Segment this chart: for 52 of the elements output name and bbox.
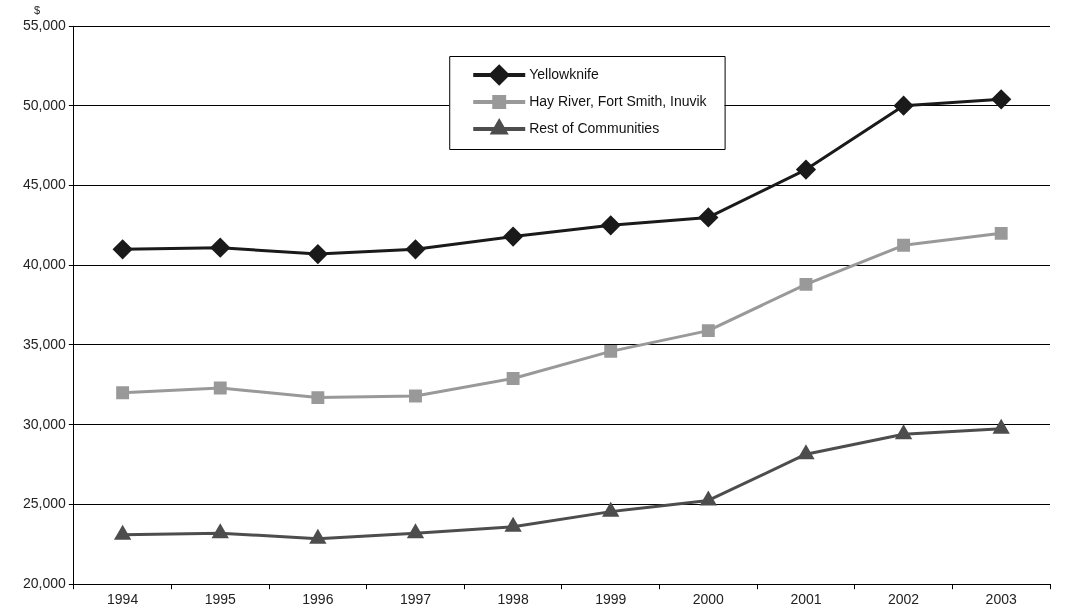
point	[994, 226, 1008, 240]
y-axis-title: $	[34, 3, 41, 16]
y-tick-label: 55,000	[22, 16, 67, 33]
point	[897, 238, 911, 252]
point	[506, 372, 520, 385]
point	[505, 518, 521, 532]
x-tick-label: 2000	[692, 591, 725, 608]
point	[701, 324, 715, 338]
x-tick-label: 1998	[497, 591, 529, 608]
y-tick-label: 45,000	[22, 176, 67, 193]
point	[601, 215, 621, 235]
point	[115, 526, 131, 540]
x-tick-label: 1997	[399, 591, 432, 608]
y-tick-label: 50,000	[22, 96, 67, 113]
point	[212, 524, 228, 539]
legend-label: Rest of Communities	[529, 119, 660, 136]
point	[210, 238, 230, 258]
legend-label: Yellowknife	[529, 65, 599, 82]
point	[993, 420, 1009, 434]
x-tick-label: 1999	[595, 591, 627, 608]
point	[799, 277, 813, 291]
point	[698, 207, 718, 227]
point	[405, 239, 425, 259]
point	[700, 491, 716, 506]
point	[798, 445, 814, 460]
x-tick-label: 1994	[107, 591, 139, 608]
y-tick-label: 25,000	[22, 495, 67, 512]
point	[113, 239, 133, 259]
y-tick-label: 30,000	[22, 415, 67, 432]
point	[116, 386, 130, 400]
point	[407, 524, 424, 539]
point	[503, 227, 523, 247]
point	[894, 96, 914, 116]
x-tick-label: 2002	[887, 591, 920, 608]
point	[796, 160, 816, 180]
y-tick-label: 20,000	[22, 575, 67, 592]
point	[310, 530, 326, 544]
point	[604, 344, 618, 358]
y-tick-label: 35,000	[22, 335, 67, 352]
point	[603, 503, 619, 517]
point	[991, 89, 1011, 109]
point	[896, 425, 912, 440]
x-tick-label: 1995	[204, 591, 237, 608]
point	[308, 244, 328, 264]
y-tick-label: 40,000	[22, 256, 67, 273]
x-tick-label: 2003	[985, 591, 1017, 608]
point	[409, 389, 422, 403]
legend-label: Hay River, Fort Smith, Inuvik	[529, 92, 708, 109]
point	[213, 381, 227, 395]
x-tick-label: 2001	[790, 591, 822, 608]
point	[311, 391, 325, 405]
x-tick-label: 1996	[302, 591, 334, 608]
